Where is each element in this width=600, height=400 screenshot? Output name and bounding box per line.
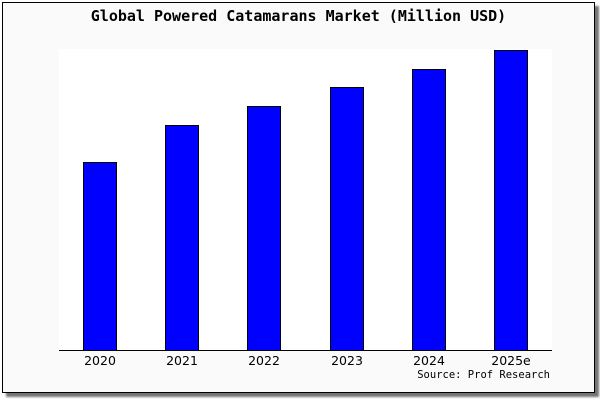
x-tick-label-2023: 2023 — [331, 353, 363, 368]
plot-area — [59, 49, 552, 351]
bar-2022 — [247, 106, 281, 350]
chart-title: Global Powered Catamarans Market (Millio… — [90, 7, 507, 25]
x-tick-label-2022: 2022 — [248, 353, 280, 368]
chart-figure: Global Powered Catamarans Market (Millio… — [2, 2, 595, 393]
bar-2021 — [165, 125, 199, 350]
x-tick-label-2024: 2024 — [413, 353, 445, 368]
bar-2023 — [330, 87, 364, 350]
bar-2024 — [412, 69, 446, 350]
bar-2025e — [494, 50, 528, 350]
x-tick-label-2021: 2021 — [166, 353, 198, 368]
source-note: Source: Prof Research — [417, 369, 550, 381]
x-tick-label-2020: 2020 — [84, 353, 116, 368]
x-tick-label-2025e: 2025e — [491, 353, 531, 368]
bar-2020 — [83, 162, 117, 350]
